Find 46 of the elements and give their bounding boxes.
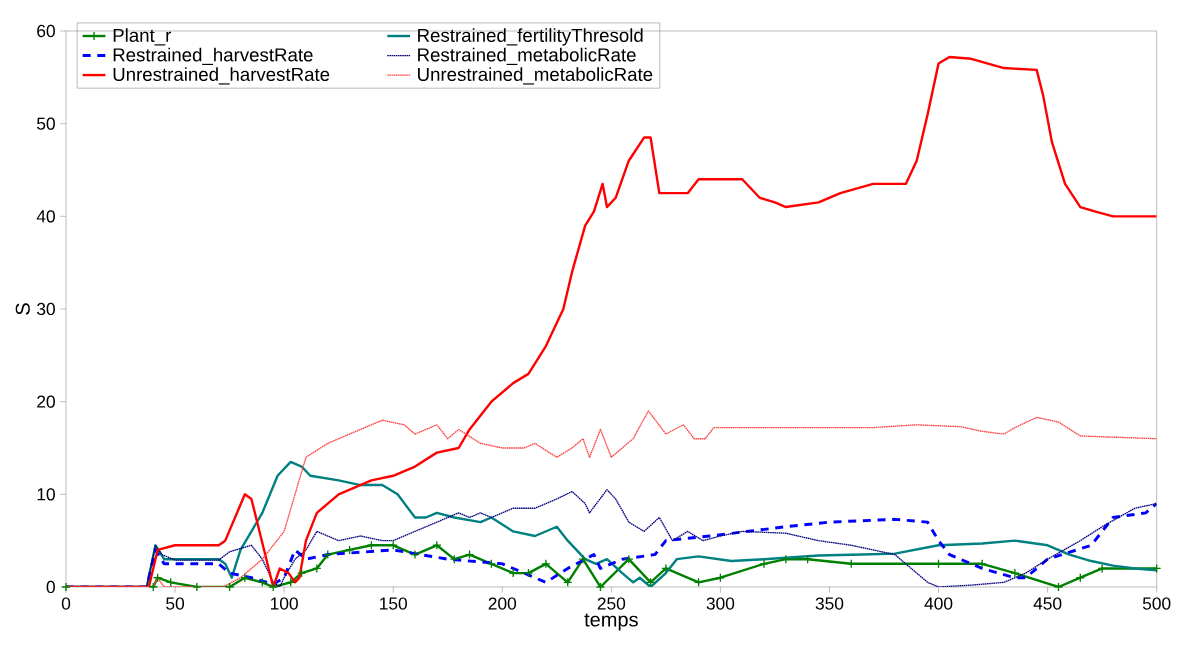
point <box>541 559 551 569</box>
y-tick-label: 30 <box>37 302 55 316</box>
legend-label: Restrained_harvestRate <box>113 47 313 66</box>
point <box>224 582 235 592</box>
x-tick-label: 0 <box>61 597 71 610</box>
legend-label: Plant_r <box>113 28 172 46</box>
x-tick-label: 300 <box>706 597 735 610</box>
point <box>344 545 355 555</box>
x-tick-label: 350 <box>815 597 844 610</box>
point <box>781 554 791 564</box>
x-tick-label: 400 <box>924 597 953 610</box>
point <box>312 563 322 574</box>
point <box>1010 568 1020 578</box>
point <box>148 582 158 592</box>
point <box>595 582 606 592</box>
y-axis-title: S <box>15 303 30 315</box>
point <box>578 554 588 564</box>
point <box>523 568 534 578</box>
point <box>296 568 307 578</box>
x-tick-label: 200 <box>488 597 517 610</box>
legend-label: Unrestrained_harvestRate <box>113 67 330 85</box>
x-axis-title: temps <box>584 613 638 631</box>
point <box>410 549 420 560</box>
y-tick-label: 0 <box>46 580 55 594</box>
x-tick-label: 250 <box>597 597 626 610</box>
y-tick-label: 10 <box>37 488 55 501</box>
point <box>661 563 671 574</box>
x-tick-label: 500 <box>1142 597 1171 610</box>
point <box>240 573 250 583</box>
x-tick-label: 150 <box>380 597 407 610</box>
y-tick-label: 60 <box>37 24 55 38</box>
y-tick-label: 20 <box>37 395 55 408</box>
x-tick-label: 450 <box>1033 597 1062 610</box>
y-tick-label: 50 <box>37 117 55 130</box>
point <box>1053 582 1064 592</box>
point <box>759 559 769 569</box>
x-tick-label: 50 <box>166 597 185 610</box>
point <box>192 582 202 592</box>
point <box>61 582 71 592</box>
x-tick-label: 100 <box>271 597 298 610</box>
y-tick-label: 40 <box>36 210 55 223</box>
point <box>1097 563 1107 574</box>
point <box>268 582 278 592</box>
legend-label: Unrestrained_metabolicRate <box>418 67 653 85</box>
legend-label: Restrained_metabolicRate <box>418 47 636 66</box>
legend-label: Restrained_fertilityThresold <box>418 28 643 46</box>
